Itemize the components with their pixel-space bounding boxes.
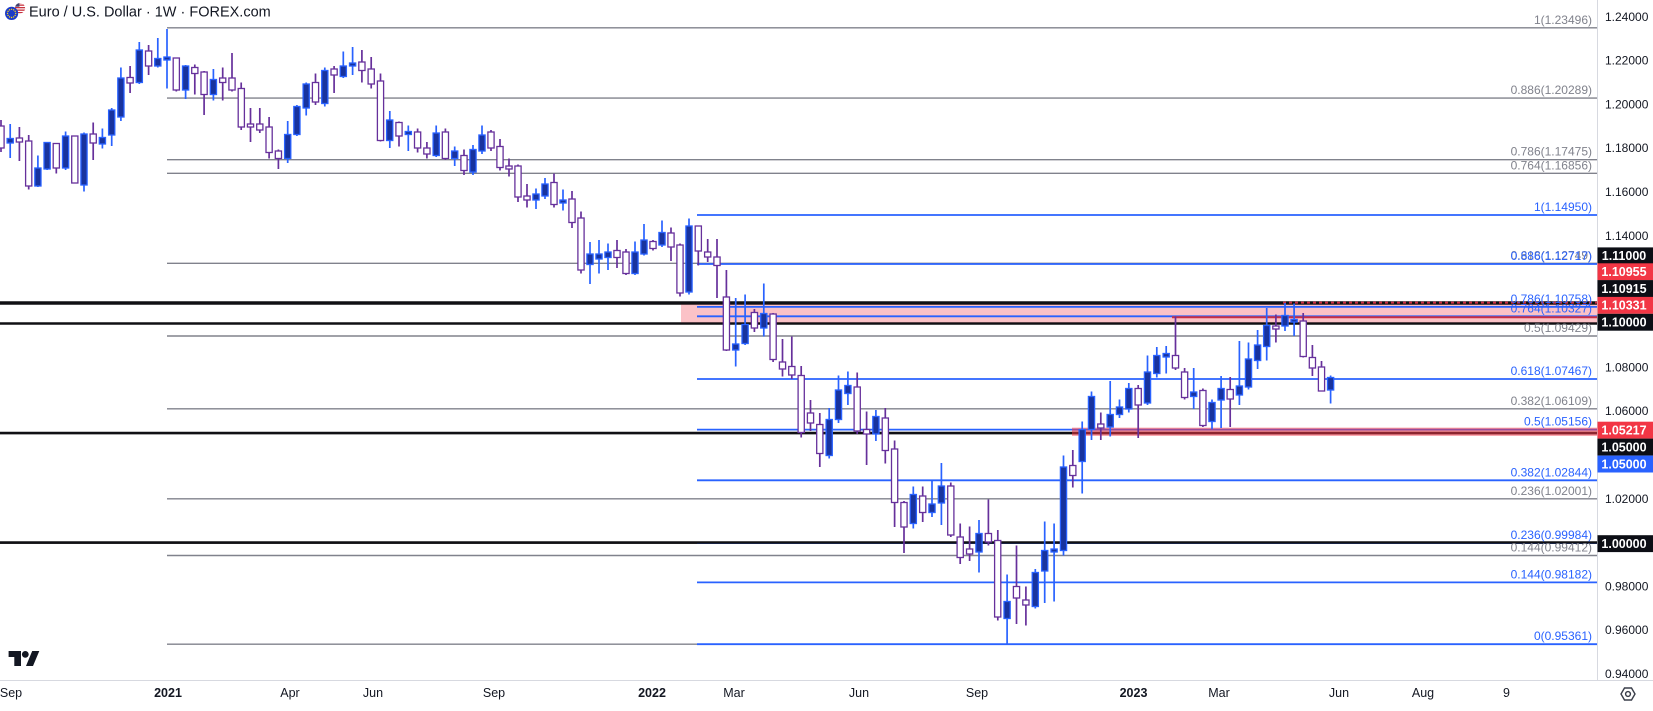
svg-text:0(0.95361): 0(0.95361) <box>1534 629 1592 643</box>
svg-text:Euro / U.S. Dollar · 1W · FORE: Euro / U.S. Dollar · 1W · FOREX.com <box>29 5 271 21</box>
svg-text:1.10000: 1.10000 <box>1601 316 1646 330</box>
svg-text:Jun: Jun <box>1329 686 1349 700</box>
svg-text:Apr: Apr <box>280 686 299 700</box>
svg-text:0.98000: 0.98000 <box>1605 579 1649 593</box>
svg-text:1.05000: 1.05000 <box>1601 457 1646 471</box>
svg-text:1.10955: 1.10955 <box>1601 265 1646 279</box>
svg-text:Sep: Sep <box>0 686 22 700</box>
svg-text:Mar: Mar <box>723 686 745 700</box>
svg-text:2023: 2023 <box>1120 686 1148 700</box>
svg-text:0.886(1.12717): 0.886(1.12717) <box>1511 249 1592 263</box>
svg-text:1.06000: 1.06000 <box>1605 404 1649 418</box>
svg-text:1.05000: 1.05000 <box>1601 440 1646 454</box>
svg-text:1.11000: 1.11000 <box>1602 249 1647 263</box>
svg-text:0.94000: 0.94000 <box>1605 667 1649 681</box>
svg-text:Jun: Jun <box>849 686 869 700</box>
svg-text:0.144(0.98182): 0.144(0.98182) <box>1511 567 1592 581</box>
svg-text:Jun: Jun <box>363 686 383 700</box>
svg-text:Aug: Aug <box>1412 686 1434 700</box>
svg-text:1.10331: 1.10331 <box>1601 299 1646 313</box>
svg-text:1.24000: 1.24000 <box>1605 10 1649 24</box>
svg-text:9: 9 <box>1503 686 1510 700</box>
svg-text:1.10915: 1.10915 <box>1601 282 1646 296</box>
svg-text:0.96000: 0.96000 <box>1605 623 1649 637</box>
svg-text:1(1.23496): 1(1.23496) <box>1534 13 1592 27</box>
svg-text:1.18000: 1.18000 <box>1605 141 1649 155</box>
svg-text:2021: 2021 <box>154 686 182 700</box>
svg-text:0.764(1.10327): 0.764(1.10327) <box>1511 301 1592 315</box>
svg-text:0.786(1.17475): 0.786(1.17475) <box>1511 145 1592 159</box>
svg-text:1.00000: 1.00000 <box>1601 537 1646 551</box>
svg-text:1.02000: 1.02000 <box>1605 492 1649 506</box>
svg-text:0.382(1.02844): 0.382(1.02844) <box>1511 465 1592 479</box>
svg-text:1.14000: 1.14000 <box>1605 229 1649 243</box>
svg-text:0.764(1.16856): 0.764(1.16856) <box>1511 158 1592 172</box>
svg-text:Mar: Mar <box>1208 686 1230 700</box>
svg-text:1(1.14950): 1(1.14950) <box>1534 200 1592 214</box>
svg-text:0.618(1.07467): 0.618(1.07467) <box>1511 364 1592 378</box>
svg-text:0.382(1.06109): 0.382(1.06109) <box>1511 394 1592 408</box>
svg-text:1.08000: 1.08000 <box>1605 360 1649 374</box>
svg-text:0.886(1.20289): 0.886(1.20289) <box>1511 83 1592 97</box>
svg-text:2022: 2022 <box>638 686 666 700</box>
svg-text:1.16000: 1.16000 <box>1605 185 1649 199</box>
svg-text:Sep: Sep <box>966 686 988 700</box>
svg-text:1.05217: 1.05217 <box>1601 423 1646 437</box>
svg-text:0.144(0.99412): 0.144(0.99412) <box>1511 541 1592 555</box>
svg-text:0.236(1.02001): 0.236(1.02001) <box>1511 484 1592 498</box>
svg-text:Sep: Sep <box>483 686 505 700</box>
svg-text:0.5(1.05156): 0.5(1.05156) <box>1524 415 1592 429</box>
svg-text:0.5(1.09429): 0.5(1.09429) <box>1524 321 1592 335</box>
svg-text:1.20000: 1.20000 <box>1605 97 1649 111</box>
svg-text:1.22000: 1.22000 <box>1605 54 1649 68</box>
svg-text:0.236(0.99984): 0.236(0.99984) <box>1511 528 1592 542</box>
